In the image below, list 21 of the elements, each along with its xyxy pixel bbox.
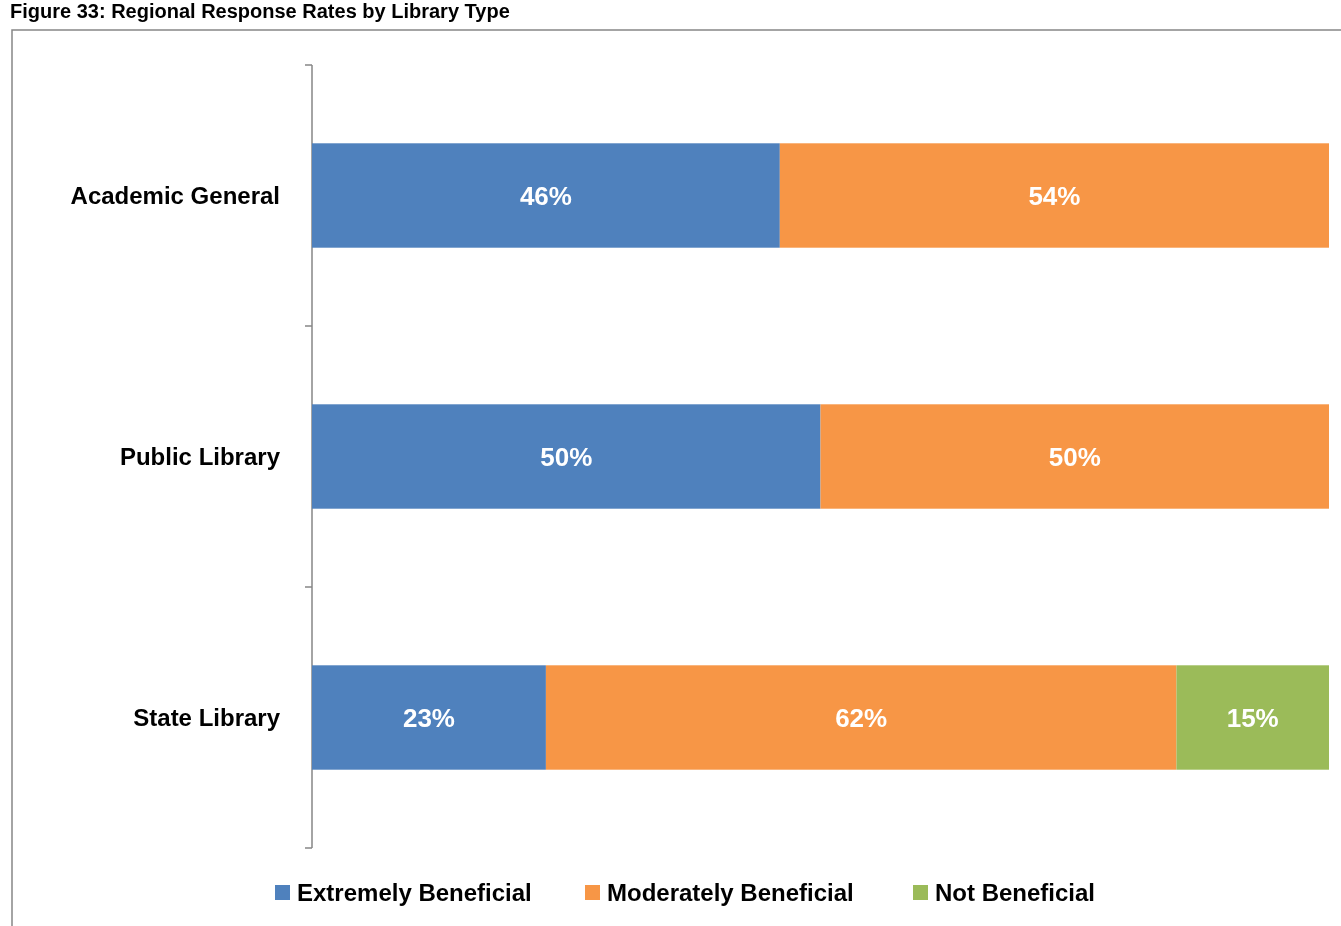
data-label: 54% [1028, 180, 1081, 211]
bar [1176, 665, 1329, 770]
data-label: 62% [835, 702, 888, 733]
y-tick-label: Public Library [119, 442, 281, 470]
y-tick-label: Academic General [70, 181, 280, 209]
legend-label: Extremely Beneficial [297, 879, 532, 907]
legend-label: Moderately Beneficial [607, 879, 854, 907]
chart-title: Figure 33: Regional Response Rates by Library Type [10, 0, 510, 22]
bar [545, 665, 1177, 770]
y-tick-label: State Library [133, 703, 281, 731]
bar [312, 404, 821, 509]
bar [312, 143, 780, 248]
data-label: 23% [402, 702, 455, 733]
data-label: 46% [519, 180, 572, 211]
data-label: 50% [540, 441, 593, 472]
data-label: 15% [1226, 702, 1279, 733]
bar [779, 143, 1329, 248]
bar [820, 404, 1329, 509]
bar [312, 665, 546, 770]
legend-label: Not Beneficial [935, 879, 1096, 907]
data-label: 50% [1048, 441, 1101, 472]
